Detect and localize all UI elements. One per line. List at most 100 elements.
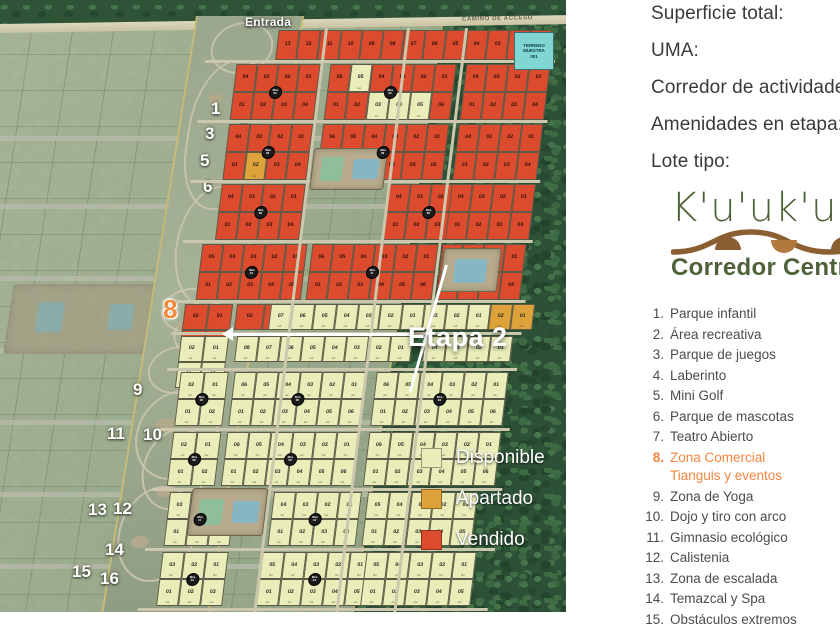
lot-area: m2 bbox=[438, 573, 443, 577]
lot-block[interactable]: 04 03 02 01 01 02 03 04 bbox=[444, 184, 536, 240]
amenity-marker-14[interactable]: 14 bbox=[105, 540, 124, 559]
legend-swatch-disponible bbox=[421, 448, 442, 468]
brand-logo: K'u'uk'ulkan Corredor Central bbox=[670, 188, 840, 280]
amenity-marker-12[interactable]: 12 bbox=[113, 499, 132, 518]
lot-number: 04 bbox=[277, 441, 285, 448]
amenity-item-11[interactable]: 11. Gimnasio ecológico bbox=[644, 529, 840, 545]
lot-number: 02 bbox=[252, 468, 259, 475]
lot-number: 01 bbox=[290, 194, 297, 201]
lot-cell[interactable]: 01 bbox=[511, 184, 536, 212]
lot-number: 01 bbox=[468, 102, 476, 109]
lot-number: 01 bbox=[423, 254, 430, 261]
amenity-item-12[interactable]: 12. Calistenia bbox=[644, 551, 840, 565]
amenity-marker-11[interactable]: 11 bbox=[107, 424, 125, 443]
amenity-item-13[interactable]: 13. Zona de escalada bbox=[644, 571, 840, 586]
lot-number: 05 bbox=[457, 588, 465, 595]
lot-cell[interactable]: 01 m2 bbox=[509, 304, 536, 330]
lot-area: m2 bbox=[404, 393, 409, 397]
lot-area: m2 bbox=[445, 420, 450, 424]
lot-cell[interactable]: 04 bbox=[507, 212, 533, 240]
lot-number: 01 bbox=[350, 381, 358, 388]
lot-number: 02 bbox=[245, 222, 252, 229]
lot-number: 01 bbox=[520, 194, 527, 201]
amenity-item-3[interactable]: 3. Parque de juegos bbox=[644, 348, 840, 362]
amenity-marker-16[interactable]: 16 bbox=[100, 569, 119, 588]
amenity-marker-13[interactable]: 13 bbox=[88, 500, 107, 519]
site-plan-map[interactable]: CAMINO DE ACCESO 1 2 3 4 5 6 7 8 bbox=[0, 0, 566, 612]
lot-number: 05 bbox=[353, 588, 361, 595]
lot-cell[interactable]: 02 m2 bbox=[178, 336, 206, 362]
lot-number: 05 bbox=[372, 561, 380, 568]
amenity-item-2[interactable]: 2. Área recreativa bbox=[644, 327, 840, 342]
lot-number: 03 bbox=[493, 74, 500, 81]
amenity-marker-5[interactable]: 5 bbox=[200, 151, 210, 170]
amenity-marker-8[interactable]: 8 bbox=[163, 294, 178, 324]
lot-cell[interactable]: 01 bbox=[502, 244, 527, 272]
lot-cell[interactable]: 01 bbox=[518, 124, 544, 152]
serpent-wave-svg bbox=[670, 229, 840, 255]
amenity-item-8[interactable]: 8. Zona Comercial bbox=[644, 450, 840, 465]
lot-number: 01 bbox=[392, 222, 399, 229]
amenity-item-5[interactable]: 5. Mini Golf bbox=[644, 389, 840, 403]
lot-cell[interactable]: 04 bbox=[515, 152, 540, 180]
lot-cell[interactable]: 04 bbox=[522, 92, 548, 120]
amenity-index-11: 11. bbox=[646, 529, 664, 545]
lot-cell[interactable]: 06 m2 bbox=[480, 399, 506, 426]
lot-number: 03 bbox=[374, 102, 382, 109]
lot-number: 02 bbox=[225, 282, 233, 289]
lot-area: m2 bbox=[382, 393, 387, 397]
legend-row-vendido[interactable]: Vendido bbox=[421, 529, 545, 551]
lot-cell[interactable]: 03 m2 bbox=[200, 579, 226, 606]
lot-cell[interactable]: 01 bbox=[432, 64, 457, 92]
manzana-number: 08 bbox=[258, 211, 263, 215]
legend-row-disponible[interactable]: Disponible bbox=[421, 447, 545, 469]
lot-block[interactable]: 13121110090807060504030201 bbox=[275, 30, 552, 60]
amenity-item-15[interactable]: 15. Obstáculos extremos bbox=[644, 612, 840, 627]
amenity-item-1[interactable]: 1. Parque infantil bbox=[644, 307, 840, 321]
amenity-item-10[interactable]: 10. Dojo y tiro con arco bbox=[644, 510, 840, 524]
amenity-marker-1[interactable]: 1 bbox=[211, 99, 221, 118]
lot-number: 04 bbox=[464, 134, 472, 141]
street bbox=[137, 608, 488, 611]
lot-block[interactable]: 04 03 02 01 01 02 03 04 bbox=[452, 124, 544, 180]
amenities-list: 1. Parque infantil 2. Área recreativa 3. Parq… bbox=[644, 307, 840, 630]
lot-number: 08 bbox=[243, 345, 250, 352]
lot-number: 03 bbox=[309, 588, 317, 595]
lot-cell[interactable]: 01 m2 bbox=[203, 552, 229, 579]
amenity-marker-9[interactable]: 9 bbox=[133, 380, 143, 399]
amenity-item-9[interactable]: 9. Zona de Yoga bbox=[644, 489, 840, 504]
lot-cell[interactable]: 01 m2 bbox=[483, 372, 509, 399]
lot-area: m2 bbox=[296, 480, 301, 484]
lot-number: 03 bbox=[510, 102, 518, 109]
lot-block[interactable]: 04 03 02 01 01 02 03 04 bbox=[459, 64, 551, 120]
lot-cell[interactable]: 02 bbox=[233, 304, 266, 330]
lot-number: 01 bbox=[369, 588, 377, 595]
central-park-south bbox=[186, 488, 269, 536]
lot-number: 05 bbox=[416, 102, 424, 109]
lot-cell[interactable]: 06 bbox=[421, 152, 446, 180]
lot-number: 08 bbox=[389, 41, 396, 48]
amenity-marker-10[interactable]: 10 bbox=[143, 425, 162, 444]
lot-area: m2 bbox=[276, 540, 281, 544]
lot-cell[interactable]: 02 bbox=[181, 304, 210, 330]
amenity-marker-15[interactable]: 15 bbox=[72, 562, 91, 581]
lot-cell[interactable]: 06 bbox=[428, 92, 454, 120]
lot-number: 06 bbox=[328, 134, 336, 141]
amenity-marker-3[interactable]: 3 bbox=[205, 124, 215, 143]
amenity-item-6[interactable]: 6. Parque de mascotas bbox=[644, 408, 840, 424]
amenity-item-7[interactable]: 7. Teatro Abierto bbox=[644, 430, 840, 444]
lot-cell[interactable]: 04 bbox=[498, 272, 524, 300]
lot-area: m2 bbox=[194, 540, 199, 544]
lot-number: 03 bbox=[273, 162, 280, 169]
lot-cell[interactable]: 05 m2 bbox=[448, 579, 474, 606]
amenity-marker-6[interactable]: 6 bbox=[203, 177, 213, 196]
sample-lot-badge[interactable]: TERRENO MUESTRA 001 bbox=[514, 32, 554, 70]
amenity-item-14[interactable]: 14. Temazcal y Spa bbox=[644, 592, 840, 606]
lot-cell[interactable]: 01 bbox=[424, 124, 450, 152]
lot-number: 05 bbox=[467, 408, 475, 415]
lot-number: 05 bbox=[397, 441, 405, 448]
legend-row-apartado[interactable]: Apartado bbox=[421, 488, 545, 510]
lot-block[interactable]: 08 m2 07 m2 06 m2 05 m2 04 m2 03 m2 02 m2 01 m2 bbox=[234, 336, 414, 362]
amenity-item-4[interactable]: 4. Laberinto bbox=[644, 368, 840, 383]
amenity-label-6: Parque de mascotas bbox=[670, 408, 794, 424]
